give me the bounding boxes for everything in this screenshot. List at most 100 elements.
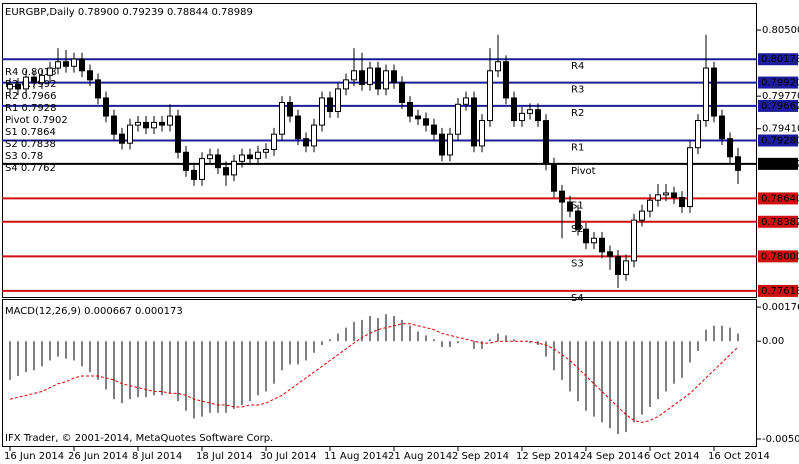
candle-body bbox=[479, 120, 485, 147]
candle-body bbox=[407, 101, 413, 117]
level-name: R4 bbox=[571, 61, 584, 72]
candle-body bbox=[159, 121, 165, 126]
level-name: R1 bbox=[571, 142, 584, 153]
candle-body bbox=[287, 101, 293, 117]
candle-body bbox=[39, 74, 45, 84]
candle-body bbox=[391, 70, 397, 84]
candle-body bbox=[103, 97, 109, 117]
candle-body bbox=[167, 115, 173, 126]
level-label: 0.78382 bbox=[761, 217, 799, 228]
x-tick-label: 21 Aug 2014 bbox=[388, 451, 452, 462]
candle-body bbox=[207, 154, 213, 160]
level-box bbox=[758, 134, 798, 147]
candle-body bbox=[375, 67, 381, 90]
x-tick-label: 2 Sep 2014 bbox=[452, 451, 509, 462]
candle-body bbox=[415, 115, 421, 120]
level-label: 0.79920 bbox=[761, 78, 799, 89]
level-summary: R2 0.7966 bbox=[5, 91, 56, 102]
macd-panel bbox=[2, 299, 757, 447]
macd-title: MACD(12,26,9) 0.000667 0.000173 bbox=[5, 306, 183, 317]
candle-body bbox=[567, 201, 573, 212]
candle-body bbox=[183, 151, 189, 171]
candle-body bbox=[311, 124, 317, 147]
candle-body bbox=[367, 67, 373, 85]
level-name: S4 bbox=[571, 293, 584, 304]
level-summary: S1 0.7864 bbox=[5, 127, 56, 138]
footer: IFX Trader, © 2001-2014, MetaQuotes Soft… bbox=[5, 433, 273, 444]
x-tick-label: 6 Oct 2014 bbox=[644, 451, 699, 462]
candle-body bbox=[487, 70, 493, 122]
candle-body bbox=[399, 82, 405, 103]
candle-body bbox=[495, 61, 501, 72]
candle-body bbox=[343, 79, 349, 90]
signal-line bbox=[9, 323, 739, 423]
level-summary: R3 0.7992 bbox=[5, 79, 56, 90]
candle-body bbox=[47, 67, 53, 76]
candle-body bbox=[615, 255, 621, 275]
candle-body bbox=[151, 121, 157, 129]
x-tick-label: 12 Sep 2014 bbox=[516, 451, 579, 462]
candle-body bbox=[327, 97, 333, 113]
candle-body bbox=[455, 103, 461, 135]
candle-body bbox=[607, 251, 613, 257]
candle-body bbox=[55, 61, 61, 69]
candle-body bbox=[727, 138, 733, 158]
candle-body bbox=[551, 163, 557, 192]
level-name: R3 bbox=[571, 85, 584, 96]
candle-body bbox=[31, 76, 37, 84]
candle-body bbox=[591, 237, 597, 244]
candle-body bbox=[23, 76, 29, 90]
y-tick-label: 0.001763 bbox=[762, 302, 799, 313]
candle-body bbox=[191, 169, 197, 180]
candle-body bbox=[127, 124, 133, 144]
candle-body bbox=[423, 118, 429, 126]
x-tick-label: 16 Oct 2014 bbox=[708, 451, 770, 462]
candle-body bbox=[447, 133, 453, 156]
x-tick-label: 18 Jul 2014 bbox=[196, 451, 253, 462]
level-name: S3 bbox=[571, 258, 584, 269]
candle-body bbox=[439, 133, 445, 156]
candle-body bbox=[383, 70, 389, 90]
x-tick-label: 30 Jul 2014 bbox=[260, 451, 317, 462]
level-label: 0.80178 bbox=[761, 54, 799, 65]
candle-body bbox=[319, 97, 325, 126]
candle-body bbox=[639, 210, 645, 221]
level-summary: R1 0.7928 bbox=[5, 103, 56, 114]
price-panel bbox=[2, 3, 757, 298]
candle-body bbox=[647, 199, 653, 212]
candle-body bbox=[303, 138, 309, 147]
candle-body bbox=[15, 83, 21, 90]
candle-body bbox=[543, 120, 549, 165]
candle-body bbox=[87, 70, 93, 81]
level-label: 0.77618 bbox=[761, 286, 799, 297]
candle-body bbox=[247, 154, 253, 160]
candle-body bbox=[119, 133, 125, 144]
candle-body bbox=[511, 97, 517, 122]
candle-body bbox=[631, 219, 637, 262]
level-label: 0.79280 bbox=[761, 135, 799, 146]
candle-body bbox=[663, 192, 669, 196]
candle-body bbox=[679, 197, 685, 208]
candle-body bbox=[215, 154, 221, 169]
level-label: 0.78000 bbox=[761, 251, 799, 262]
candle-body bbox=[255, 151, 261, 160]
level-box bbox=[758, 215, 798, 228]
level-name: S1 bbox=[571, 200, 584, 211]
level-box bbox=[758, 76, 798, 89]
candle-body bbox=[559, 190, 565, 203]
level-summary: S2 0.7838 bbox=[5, 139, 56, 150]
candle-body bbox=[271, 133, 277, 151]
level-label: 0.79662 bbox=[761, 101, 799, 112]
candle-body bbox=[687, 147, 693, 208]
candle-body bbox=[95, 79, 101, 99]
level-box bbox=[758, 250, 798, 263]
candle-body bbox=[111, 115, 117, 135]
level-label: 0.79022 bbox=[761, 159, 799, 170]
candle-body bbox=[431, 124, 437, 135]
candle-body bbox=[79, 58, 85, 72]
candle-body bbox=[695, 120, 701, 149]
